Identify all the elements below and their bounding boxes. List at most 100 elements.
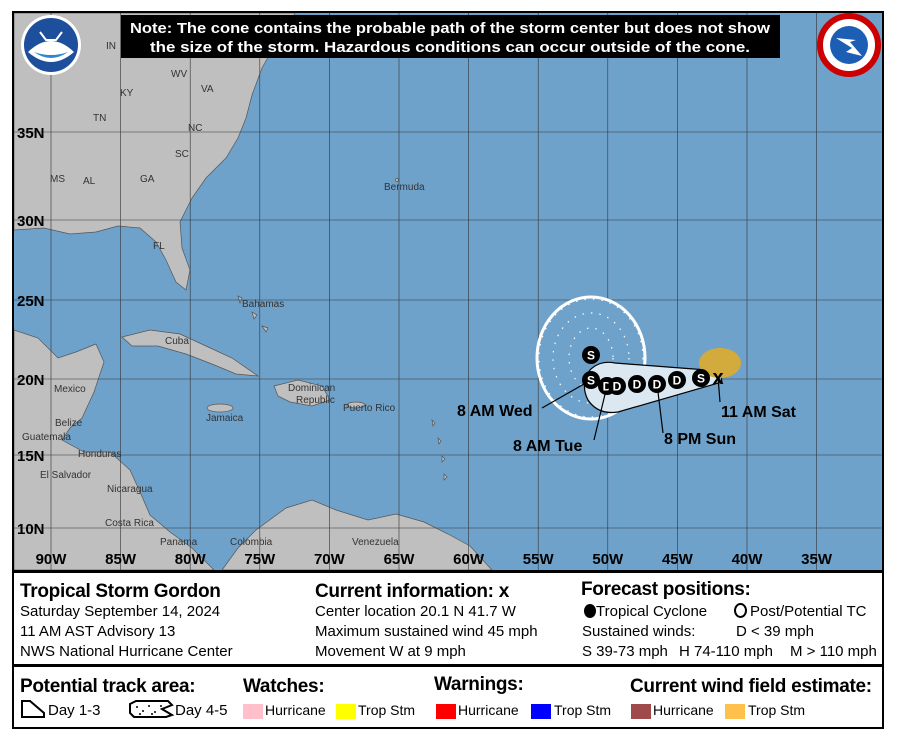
note-line-2: the size of the storm. Hazardous conditi… <box>150 39 750 56</box>
latitude-label: 15N <box>17 448 45 465</box>
longitude-label: 85W <box>105 551 137 568</box>
center-location: Center location 20.1 N 41.7 W <box>315 603 516 620</box>
tropical-cyclone-label: Tropical Cyclone <box>596 603 708 620</box>
place-label: Panama <box>160 537 198 548</box>
time-label: 8 AM Wed <box>457 403 533 420</box>
track-area-title: Potential track area: <box>20 676 196 697</box>
wind-hurricane-label: Hurricane <box>653 702 714 718</box>
watch-hurricane-label: Hurricane <box>265 702 326 718</box>
latitude-label: 20N <box>17 372 45 389</box>
place-label: TN <box>93 113 106 124</box>
latitude-label: 30N <box>17 213 45 230</box>
latitude-label: 25N <box>17 293 45 310</box>
watch-hurricane-swatch <box>243 704 263 719</box>
longitude-label: 65W <box>384 551 416 568</box>
day-4-5-cone-icon <box>129 700 174 718</box>
forecast-point-circle <box>668 371 686 389</box>
d-definition: D < 39 mph <box>736 623 814 640</box>
place-label: Guatemala <box>22 432 71 443</box>
forecast-point-circle <box>628 375 646 393</box>
lat-lon-grid <box>14 13 882 570</box>
issuing-office: NWS National Hurricane Center <box>20 643 233 660</box>
longitude-label: 55W <box>523 551 555 568</box>
place-label: GA <box>140 174 155 185</box>
movement: Movement W at 9 mph <box>315 643 466 660</box>
place-label: Puerto Rico <box>343 403 396 414</box>
x-icon: x <box>498 581 510 602</box>
forecast-point: S <box>692 369 710 387</box>
forecast-title: Forecast positions: <box>581 579 751 600</box>
land-bahamas <box>237 295 269 333</box>
place-label: MS <box>50 174 65 185</box>
day-1-3-label: Day 1-3 <box>48 702 101 719</box>
latitude-label: 10N <box>17 521 45 538</box>
land-bermuda <box>395 178 399 182</box>
legend-panel: Potential track area: Day 1-3 Day 4-5 Wa… <box>14 664 882 727</box>
land-united-states <box>14 13 296 291</box>
forecast-point: D <box>608 377 626 395</box>
place-label: NC <box>188 123 202 134</box>
place-label: Honduras <box>78 449 121 460</box>
post-potential-label: Post/Potential TC <box>750 603 867 620</box>
noaa-logo <box>21 15 81 75</box>
watch-trop-stm-label: Trop Stm <box>358 702 416 718</box>
land-hispaniola <box>273 379 331 407</box>
note-box <box>121 15 780 58</box>
s-definition: S 39-73 mph <box>582 643 668 660</box>
day-4-5-label: Day 4-5 <box>175 702 228 719</box>
place-label: SC <box>175 149 189 160</box>
current-info-title: Current information: x <box>315 581 509 603</box>
wind-field-title: Current wind field estimate: <box>630 676 872 697</box>
place-label: Cuba <box>165 336 189 347</box>
place-label: Colombia <box>230 537 273 548</box>
place-label: KY <box>120 88 134 99</box>
place-label: FL <box>153 241 165 252</box>
h-definition: H 74-110 mph <box>679 643 773 660</box>
forecast-point-intensity: S <box>697 372 705 386</box>
advisory-number: 11 AM AST Advisory 13 <box>20 623 176 640</box>
place-label: Bermuda <box>384 182 425 193</box>
forecast-point-intensity: D <box>653 378 662 392</box>
nws-logo <box>817 13 881 77</box>
sustained-winds-label: Sustained winds: <box>582 623 696 640</box>
longitude-label: 60W <box>453 551 485 568</box>
longitude-label: 35W <box>801 551 833 568</box>
place-label: El Salvador <box>40 470 92 481</box>
current-position-x: x <box>712 367 723 389</box>
forecast-point-circle <box>582 346 600 364</box>
time-labels: 8 AM Wed 8 AM Tue 8 PM Sun 11 AM Sat <box>457 403 797 455</box>
warnings-title: Warnings: <box>434 674 524 695</box>
note-line-1: Note: The cone contains the probable pat… <box>130 20 770 37</box>
land-mexico-central-america <box>14 329 215 570</box>
place-labels: IN KY WV VA TN NC SC MS AL GA FL Bermuda Bahamas Cuba… <box>22 41 425 548</box>
storm-name: Tropical Storm Gordon <box>20 581 221 602</box>
forecast-point: D <box>648 375 666 393</box>
cone-day-4-5-stipple <box>538 298 644 418</box>
advisory-date: Saturday September 14, 2024 <box>20 603 221 620</box>
forecast-point: S <box>582 371 600 389</box>
info-panel: Tropical Storm Gordon Saturday September… <box>14 570 882 661</box>
forecast-point-intensity: D <box>603 380 612 394</box>
storm-map: 90W 85W 80W 75W 70W 65W 60W 55W 50W 45W 40W 35W 35N… <box>14 13 882 570</box>
warning-trop-stm-label: Trop Stm <box>554 702 612 718</box>
day-1-3-cone-icon <box>21 700 45 718</box>
longitude-label: 50W <box>592 551 624 568</box>
place-label: Bahamas <box>242 299 284 310</box>
place-label: Venezuela <box>352 537 399 548</box>
land-jamaica <box>206 403 234 413</box>
place-label: Belize <box>55 418 83 429</box>
longitude-label: 40W <box>732 551 764 568</box>
latitude-labels: 35N 30N 25N 20N 15N 10N <box>17 125 45 538</box>
latitude-label: 35N <box>17 125 45 142</box>
land-lesser-antilles <box>431 418 448 481</box>
time-label: 11 AM Sat <box>721 404 797 421</box>
longitude-label: 45W <box>662 551 694 568</box>
warning-hurricane-swatch <box>436 704 456 719</box>
place-label: Jamaica <box>206 413 244 424</box>
watches-title: Watches: <box>243 676 325 697</box>
place-label: IN <box>106 41 116 52</box>
wind-trop-stm-label: Trop Stm <box>748 702 806 718</box>
place-label: Mexico <box>54 384 86 395</box>
longitude-label: 70W <box>314 551 346 568</box>
forecast-point-intensity: S <box>587 374 595 388</box>
